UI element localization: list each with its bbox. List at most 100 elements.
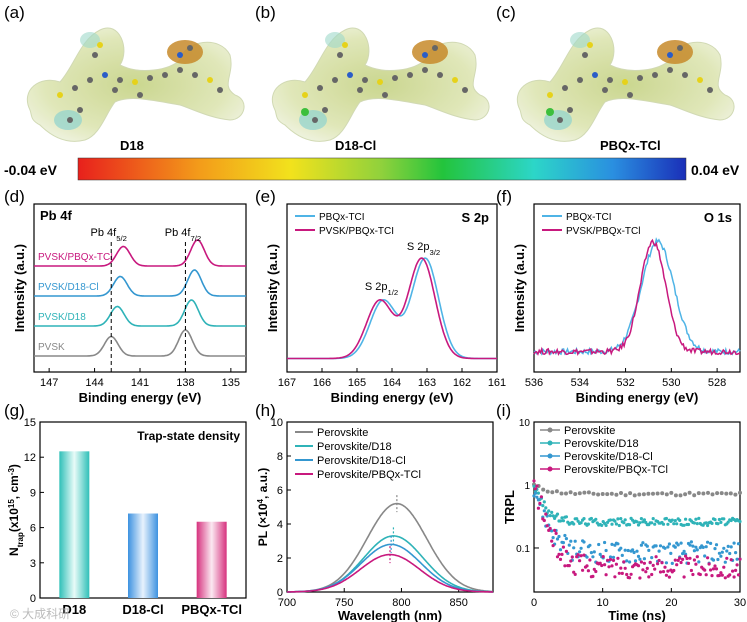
atom [422, 67, 428, 73]
atom [362, 77, 368, 83]
y-tick-label: 1 [524, 481, 530, 492]
legend-label: Perovskite/PBQx-TCl [564, 464, 668, 476]
data-point [641, 492, 646, 497]
panel-letter-g: (g) [4, 401, 25, 420]
data-point [542, 518, 546, 523]
data-point [619, 517, 623, 521]
data-point [679, 541, 683, 545]
data-point [542, 500, 546, 504]
x-tick-label: 161 [488, 377, 506, 389]
atom [562, 85, 568, 91]
data-point [553, 516, 557, 521]
x-tick-label: 10 [597, 597, 609, 609]
data-point [647, 548, 651, 553]
data-point [667, 542, 672, 546]
data-point [608, 555, 613, 559]
data-point [617, 523, 621, 528]
data-point [536, 506, 541, 510]
data-point [541, 487, 546, 492]
data-point [591, 555, 595, 559]
data-point [604, 573, 608, 577]
data-point [591, 574, 595, 579]
data-point [710, 492, 715, 497]
data-point [558, 557, 563, 562]
y-axis-label: Intensity (a.u.) [512, 244, 527, 332]
x-axis-label: Wavelength (nm) [338, 608, 442, 622]
atom [342, 42, 348, 48]
data-point [591, 491, 596, 496]
atom [577, 77, 583, 83]
data-point [564, 515, 569, 519]
data-point [588, 558, 592, 562]
data-point [682, 575, 686, 579]
panel-letter-h: (h) [255, 401, 276, 420]
series-line [287, 257, 497, 360]
data-point [720, 573, 724, 577]
data-point [620, 571, 624, 576]
x-tick-label: 534 [571, 377, 589, 389]
data-point [582, 553, 586, 557]
x-tick-label: 850 [449, 597, 467, 609]
y-tick-label: 6 [277, 485, 283, 497]
data-point [563, 564, 567, 568]
atom [547, 92, 553, 98]
atom [162, 72, 168, 78]
data-point [701, 545, 705, 550]
data-point [642, 518, 647, 522]
data-point [732, 541, 736, 545]
data-point [691, 572, 695, 577]
data-point [651, 517, 655, 521]
molecule-2 [271, 27, 490, 142]
molecule-label-d18cl: D18-Cl [335, 138, 376, 153]
x-tick-label: 164 [383, 377, 401, 389]
data-point [604, 523, 608, 528]
data-point [535, 495, 539, 499]
x-tick-label: 800 [392, 597, 410, 609]
data-point [619, 546, 623, 550]
chart-title: Pb 4f [40, 208, 72, 223]
data-point [572, 522, 576, 526]
data-point [732, 575, 736, 579]
data-point [632, 550, 636, 555]
series-label: PVSK/D18-Cl [38, 282, 99, 293]
data-point [684, 554, 688, 558]
esp-colorbar [77, 157, 687, 181]
bar [196, 521, 227, 598]
atom [192, 72, 198, 78]
molecule-label-pbqx: PBQx-TCl [600, 138, 661, 153]
y-axis-label: PL (×104, a.u.) [256, 468, 271, 547]
atom [187, 45, 193, 51]
x-tick-label: 0 [531, 597, 537, 609]
data-point [617, 571, 621, 575]
legend-marker [547, 427, 553, 433]
data-point [670, 561, 674, 566]
data-point [726, 544, 730, 549]
category-label: D18 [62, 602, 86, 617]
data-point [581, 568, 585, 572]
chart-pl: 700 750 800 850 0 2 4 6 8 10 Wavelength (nm) PL (×1… [256, 417, 494, 622]
data-point [610, 522, 614, 526]
data-point [664, 561, 669, 565]
data-point [536, 498, 541, 502]
data-point [616, 556, 620, 560]
atom [92, 52, 98, 58]
x-tick-label: 165 [348, 377, 366, 389]
data-point [551, 514, 555, 518]
x-tick-label: 135 [222, 377, 240, 389]
data-point [611, 558, 616, 563]
x-tick-label: 144 [85, 377, 103, 389]
data-point [663, 546, 667, 550]
series-line [34, 269, 246, 297]
data-point [738, 557, 742, 561]
chart-title: O 1s [704, 210, 732, 225]
y-tick-label: 3 [30, 558, 36, 570]
data-point [547, 509, 551, 513]
data-point [689, 540, 694, 544]
legend-marker [547, 440, 553, 446]
y-axis-label: Intensity (a.u.) [265, 244, 280, 332]
data-point [645, 544, 649, 548]
data-point [631, 548, 635, 552]
data-point [728, 491, 733, 496]
panel-letter-f: (f) [496, 187, 512, 206]
